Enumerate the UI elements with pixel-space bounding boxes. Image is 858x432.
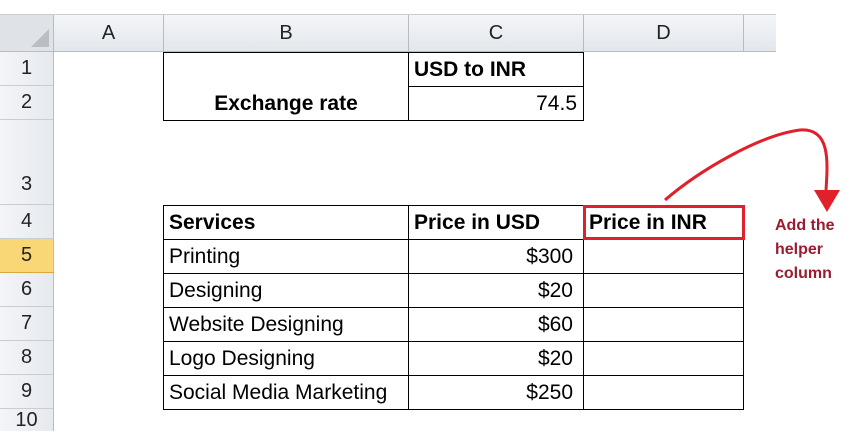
annotation-line-2: helper xyxy=(775,238,857,262)
annotation-line-1: Add the xyxy=(775,214,857,238)
annotation-line-3: column xyxy=(775,262,857,286)
annotation-text: Add the helper column xyxy=(775,214,857,286)
